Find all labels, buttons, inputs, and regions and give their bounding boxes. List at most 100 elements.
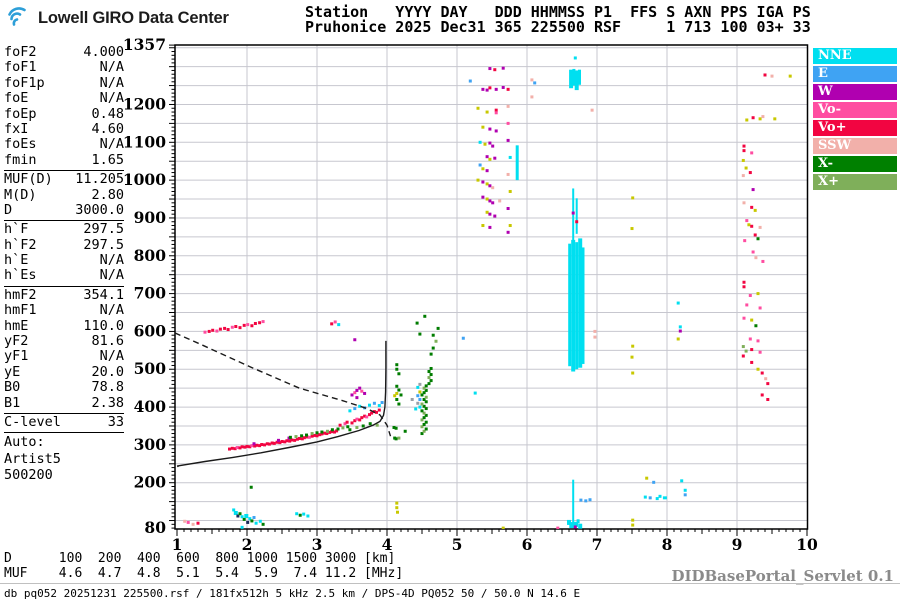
- legend-item-e: E: [813, 66, 897, 82]
- readout-value: 2.38: [91, 394, 124, 411]
- readout-row-d: D 3000.0: [4, 201, 124, 218]
- readout-row-foep: foEp 0.48: [4, 106, 124, 122]
- readout-row-foes: foEs N/A: [4, 136, 124, 153]
- svg-text:6: 6: [522, 535, 533, 554]
- readout-row-hmf2: hmF2 354.1: [4, 286, 124, 303]
- readout-value: N/A: [99, 267, 124, 284]
- readout-row-m-d-: M(D) 2.80: [4, 186, 124, 203]
- svg-text:400: 400: [134, 397, 167, 416]
- muf-row: MUF 4.6 4.7 4.8 5.1 5.4 5.9 7.4 11.2 [MH…: [4, 565, 404, 581]
- svg-text:200: 200: [134, 473, 167, 492]
- svg-text:9: 9: [732, 535, 743, 554]
- readout-label: hmF1: [4, 302, 37, 319]
- readout-label: hmE: [4, 317, 29, 334]
- readout-label: yF1: [4, 348, 29, 365]
- readout-row-h-es: h`Es N/A: [4, 267, 124, 284]
- svg-text:700: 700: [134, 284, 167, 303]
- readout-value: 4.000: [83, 44, 124, 60]
- readout-value: 2.80: [91, 186, 124, 203]
- readout-row-h-f: h`F 297.5: [4, 221, 124, 238]
- readout-row-fxi: fxI 4.60: [4, 121, 124, 137]
- readout-value: 78.8: [91, 379, 124, 396]
- status-bar: db pq052 20251231 225500.rsf / 181fx512h…: [0, 583, 900, 600]
- readout-value: 3000.0: [75, 201, 124, 218]
- readout-label: B0: [4, 379, 21, 396]
- header-column-titles: Station YYYY DAY DDD HHMMSS P1 FFS S AXN…: [305, 3, 811, 21]
- readout-row-muf-d-: MUF(D) 11.205: [4, 171, 124, 188]
- svg-text:1100: 1100: [123, 132, 166, 151]
- readout-value: 11.205: [75, 171, 124, 188]
- x-axis-labels: 1 2 3 4 5 6 7 8 9 10: [172, 535, 818, 554]
- logo: Lowell GIRO Data Center: [8, 5, 229, 32]
- station-header: Station YYYY DAY DDD HHMMSS P1 FFS S AXN…: [305, 3, 811, 36]
- readout-label: foE: [4, 90, 29, 107]
- readout-label: h`F: [4, 221, 29, 238]
- readout-value: 297.5: [83, 221, 124, 238]
- readout-value: N/A: [99, 59, 124, 76]
- readout-row-b0: B0 78.8: [4, 379, 124, 396]
- wave-arcs-icon: [8, 5, 34, 32]
- profile-curve-dashed-tail: [175, 465, 179, 469]
- readout-plain-line: 500200: [4, 467, 53, 484]
- readout-row-ye: yE 20.0: [4, 363, 124, 380]
- readout-value: 33: [107, 413, 124, 430]
- readout-value: N/A: [99, 348, 124, 365]
- readout-value: 297.5: [83, 236, 124, 253]
- readout-group: foF2 4.000 foF1 N/A foF1p N/A foE N/A foEp 0.48 fx…: [4, 44, 124, 170]
- readout-row-foe: foE N/A: [4, 90, 124, 107]
- readout-label: B1: [4, 394, 21, 411]
- readout-plain-line: Auto:: [4, 434, 45, 451]
- svg-text:1200: 1200: [123, 94, 166, 113]
- svg-text:1: 1: [172, 535, 183, 554]
- svg-text:2: 2: [242, 535, 253, 554]
- readout-value: N/A: [99, 90, 124, 107]
- svg-text:600: 600: [134, 321, 167, 340]
- readout-row-yf2: yF2 81.6: [4, 333, 124, 350]
- readout-label: h`E: [4, 252, 29, 269]
- profile-curve-dashed: [175, 332, 392, 437]
- readout-value: 354.1: [83, 286, 124, 303]
- readout-label: h`Es: [4, 267, 37, 284]
- readout-value: N/A: [99, 136, 124, 153]
- readout-plain-line: Artist5: [4, 450, 61, 467]
- readout-label: foF2: [4, 44, 37, 60]
- readout-label: yF2: [4, 333, 29, 350]
- axis-ticks: [169, 44, 808, 536]
- readout-row-h-e: h`E N/A: [4, 252, 124, 269]
- servlet-version-label: DIDBasePortal_Servlet 0.1: [671, 567, 894, 585]
- readout-group: Auto: Artist5 500200: [4, 432, 124, 486]
- readout-group: MUF(D) 11.205 M(D) 2.80 D 3000.0: [4, 170, 124, 220]
- legend-item-vo: Vo-: [813, 102, 897, 118]
- readout-label: C-level: [4, 413, 61, 430]
- readout-row-yf1: yF1 N/A: [4, 348, 124, 365]
- readout-label: yE: [4, 363, 21, 380]
- readout-label: hmF2: [4, 286, 37, 303]
- readout-value: N/A: [99, 302, 124, 319]
- profile-curve-solid: [176, 340, 387, 467]
- readout-row-h-f2: h`F2 297.5: [4, 236, 124, 253]
- readout-row-fof2: foF2 4.000: [4, 44, 124, 60]
- echo-points: [183, 56, 792, 529]
- readout-value: N/A: [99, 252, 124, 269]
- readout-value: 1.65: [91, 151, 124, 168]
- d-muf-table: D 100 200 400 600 800 1000 1500 3000 [km…: [4, 551, 404, 581]
- svg-text:10: 10: [796, 535, 818, 554]
- y-axis-labels: 1357 1200 1100 1000 900 800 700 600 500 400 300 200…: [123, 35, 166, 537]
- readout-row-fof1p: foF1p N/A: [4, 75, 124, 91]
- readout-row-fof1: foF1 N/A: [4, 59, 124, 76]
- readout-label: M(D): [4, 186, 37, 203]
- readout-group: C-level 33: [4, 412, 124, 432]
- legend-item-x: X-: [813, 156, 897, 172]
- svg-text:1000: 1000: [123, 170, 166, 189]
- parameter-readout-panel: foF2 4.000 foF1 N/A foF1p N/A foE N/A foEp 0.48 fx…: [4, 44, 124, 486]
- svg-text:80: 80: [144, 518, 166, 537]
- gridlines: [175, 45, 808, 529]
- header-station-values: Pruhonice 2025 Dec31 365 225500 RSF 1 71…: [305, 17, 811, 36]
- legend-item-vo: Vo+: [813, 120, 897, 136]
- legend-item-w: W: [813, 84, 897, 100]
- legend-item-ssw: SSW: [813, 138, 897, 154]
- svg-text:500: 500: [134, 359, 167, 378]
- svg-text:900: 900: [134, 208, 167, 227]
